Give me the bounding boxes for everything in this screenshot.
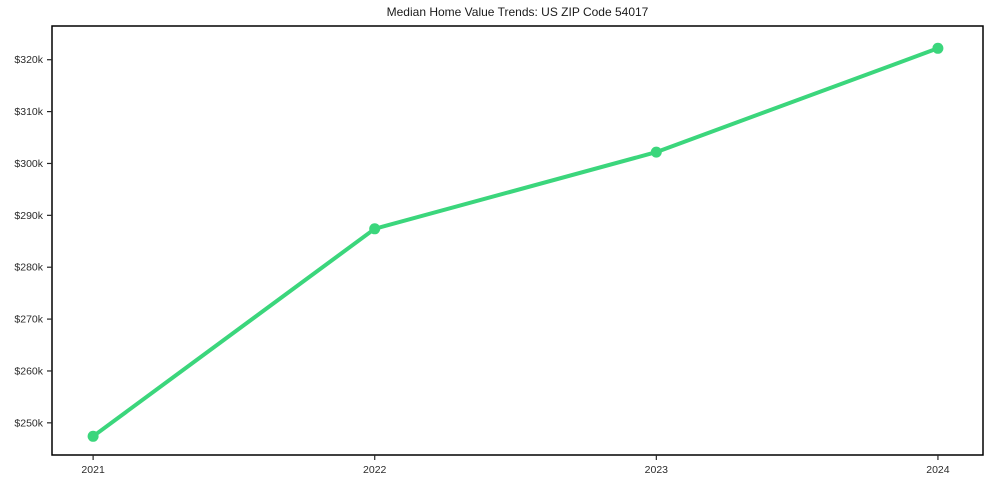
- y-axis-tick-label: $310k: [14, 106, 43, 118]
- data-point-marker: [650, 146, 662, 158]
- x-axis-tick-label: 2021: [81, 464, 105, 476]
- trend-line: [91, 46, 940, 439]
- data-point-marker: [87, 430, 99, 442]
- chart-title: Median Home Value Trends: US ZIP Code 54…: [386, 5, 649, 19]
- plot-border: [51, 25, 984, 456]
- data-point-marker: [369, 223, 381, 235]
- x-axis-tick-label: 2023: [645, 464, 669, 476]
- y-axis-tick-label: $270k: [14, 314, 43, 326]
- y-axis-tick-label: $300k: [14, 158, 43, 170]
- x-axis-tick-label: 2022: [363, 464, 387, 476]
- y-axis-tick-label: $290k: [14, 210, 43, 222]
- x-axis-tick-label: 2024: [926, 464, 950, 476]
- data-point-marker: [932, 42, 944, 54]
- y-axis-tick-label: $280k: [14, 262, 43, 274]
- y-axis-tick-label: $260k: [14, 365, 43, 377]
- y-axis-tick-label: $250k: [14, 417, 43, 429]
- y-axis-tick-label: $320k: [14, 54, 43, 66]
